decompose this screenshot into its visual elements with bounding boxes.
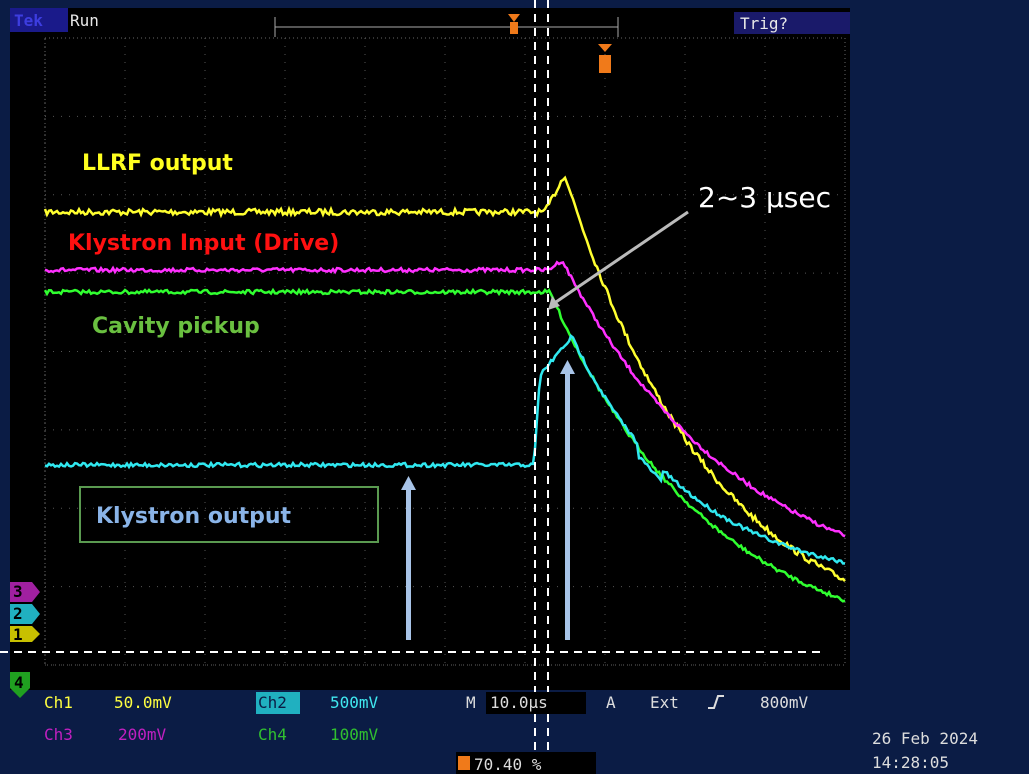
brand: Tek: [14, 11, 43, 30]
ch3: Ch3: [44, 725, 73, 744]
ch4-scale: 100mV: [330, 725, 379, 744]
cavity-label: Cavity pickup: [92, 314, 260, 339]
run-state: Run: [70, 11, 99, 30]
ch1-marker-label: 1: [13, 625, 23, 644]
trigger-position: 70.40 %: [474, 755, 542, 774]
ch1-scale: 50.0mV: [114, 693, 172, 712]
delay-label: 2~3 μsec: [698, 181, 831, 214]
scope-screen: Tek Run Trig? 3 2 1 4 LLRF output Klystr…: [0, 0, 1029, 774]
trigger-status: Trig?: [740, 14, 788, 33]
llrf-label: LLRF output: [82, 151, 233, 176]
display: [10, 8, 850, 690]
time: 14:28:05: [872, 753, 949, 772]
timebase: 10.0μs: [490, 693, 548, 712]
klystron-input-label: Klystron Input (Drive): [68, 231, 339, 256]
ch3-marker-label: 3: [13, 582, 23, 601]
arrow-shaft: [565, 372, 570, 640]
ch2: Ch2: [258, 693, 287, 712]
ch4: Ch4: [258, 725, 287, 744]
trigger-position-glyph: [458, 756, 470, 770]
timebase-label: M: [466, 693, 476, 712]
ch4-marker-label: 4: [14, 673, 24, 692]
ch3-scale: 200mV: [118, 725, 167, 744]
ch2-scale: 500mV: [330, 693, 379, 712]
klystron-output-label: Klystron output: [96, 504, 292, 529]
trigger-source: Ext: [650, 693, 679, 712]
arrow-shaft: [406, 488, 411, 640]
date: 26 Feb 2024: [872, 729, 978, 748]
ch1: Ch1: [44, 693, 73, 712]
acq-label: A: [606, 693, 616, 712]
trigger-level: 800mV: [760, 693, 809, 712]
page: Tek Run Trig? 3 2 1 4 LLRF output Klystr…: [0, 0, 1029, 774]
ch2-marker-label: 2: [13, 604, 23, 623]
